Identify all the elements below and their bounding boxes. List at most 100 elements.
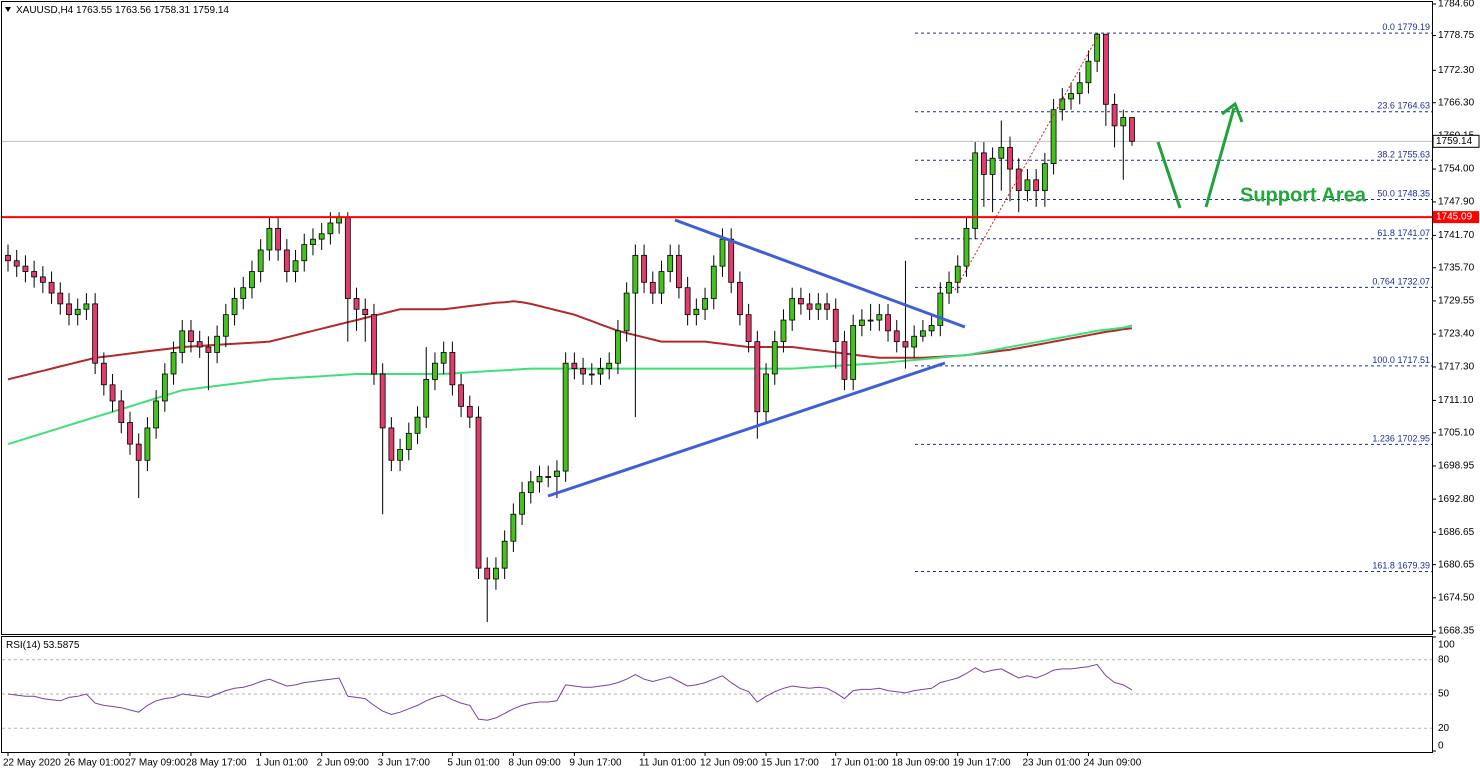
fib-ratio: 50.0 [1377,189,1395,199]
candle-body [658,271,665,294]
x-tick-label: 23 Jun 01:00 [1022,758,1080,769]
y-tick-label: 1674.50 [1438,592,1475,603]
candle-body [501,540,508,569]
candle-body [257,249,264,272]
candle-body [815,303,822,310]
candle-body [336,217,343,224]
candle-body [266,227,273,251]
fib-value: 1732.07 [1397,277,1430,287]
candle-body [327,222,334,235]
candle-body [301,244,308,262]
candle-body [615,330,621,364]
fib-label: 0.764 1732.07 [1372,277,1430,287]
candle-body [379,373,386,429]
y-tick-label: 1705.10 [1438,427,1475,438]
fib-value: 1764.63 [1397,101,1430,111]
candle-body [928,325,935,332]
fib-value: 1748.35 [1397,189,1430,199]
candle-body [57,292,64,305]
candle-body [39,276,46,283]
candle-body [606,362,613,370]
y-tick-label: 1686.65 [1438,527,1475,538]
x-tick-label: 17 Jun 01:00 [831,758,889,769]
candle-body [789,298,796,321]
candle-body [946,281,952,294]
rsi-current: 53.5875 [43,640,80,651]
candle-body [1041,163,1048,192]
candle-body [188,330,194,343]
candle-body [1085,60,1092,84]
trend-line [674,218,966,329]
y-tick-label: 1723.40 [1438,329,1475,340]
candle-body [353,298,360,310]
y-tick-label: 1747.90 [1438,197,1475,208]
y-tick-label: 1698.95 [1438,461,1475,472]
x-tick-label: 27 May 09:00 [125,758,186,769]
candle-body [1015,168,1022,192]
rsi-tick-label: 20 [1438,723,1450,734]
x-tick-label: 26 May 01:00 [64,758,125,769]
candle-body [554,470,560,477]
rsi-line [7,663,1133,721]
candle-body [318,233,325,240]
y-tick-label: 1680.65 [1438,559,1475,570]
candle-body [902,341,909,348]
overlay: 1745.09 1759.14 [2,134,1480,224]
rsi-panel-frame [1,636,1433,753]
candle-body [702,298,708,310]
candle-body [161,373,168,402]
candle-body [205,346,212,353]
y-tick-label: 1772.30 [1438,65,1475,76]
arrow-head [1221,101,1244,123]
fib-ratio: 0.764 [1372,277,1395,287]
candle-body [797,298,804,305]
candle-body [824,303,830,310]
fib-ratio: 161.8 [1372,561,1395,571]
rsi-tick-label: 100 [1438,640,1455,651]
symbol: XAUUSD,H4 [16,5,74,16]
fib-value: 1702.95 [1397,434,1430,444]
x-tick-label: 2 Jun 09:00 [317,758,370,769]
x-tick-label: 3 Jun 17:00 [378,758,431,769]
candle-body [919,330,926,337]
candle-body [754,341,761,413]
fib-label: 161.8 1679.39 [1372,561,1430,571]
fib-ratio: 1.236 [1372,434,1395,444]
candle-body [283,249,290,272]
fib-anchor-line [954,35,1099,291]
header-close: 1759.14 [193,5,230,16]
candle-body [1059,98,1066,111]
rsi-tick-label: 50 [1438,689,1450,700]
candle-body [571,362,578,370]
candle-body [449,352,456,386]
candle-body [170,352,177,375]
candle-body [92,303,99,364]
candle-body [100,362,107,386]
candle-body [876,314,883,321]
fib-ratio: 61.8 [1377,228,1395,238]
candle-body [771,341,778,375]
fib-label: 0.0 1779.19 [1382,23,1430,33]
candle-body [780,319,787,343]
candle-body [745,314,752,343]
candle-body [728,238,735,283]
fib-ratio: 23.6 [1377,101,1395,111]
candle-body [536,476,543,483]
candle-body [562,362,569,472]
candle-body [510,513,517,542]
arrow-down [1156,141,1182,209]
candle-body [275,227,282,251]
x-tick-label: 22 May 2020 [3,758,61,769]
candle-body [66,303,72,316]
header-open: 1763.55 [76,5,113,16]
candle-body [484,567,491,580]
candle-body [292,260,299,272]
candle-body [763,373,769,413]
fib-label: 100.0 1717.51 [1372,355,1430,365]
y-tick-label: 1778.75 [1438,30,1475,41]
y-tick-label: 1692.80 [1438,494,1475,505]
candle-body [841,341,848,380]
candle-body [545,476,552,478]
